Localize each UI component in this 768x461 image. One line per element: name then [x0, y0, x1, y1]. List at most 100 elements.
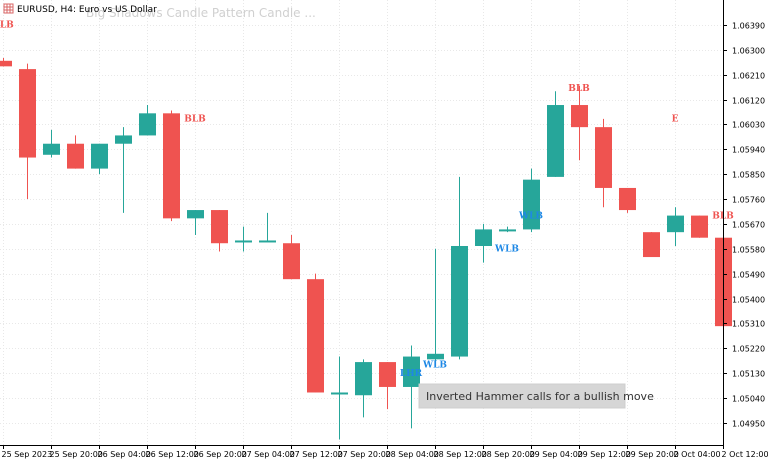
pattern-tooltip: Inverted Hammer calls for a bullish move: [418, 383, 654, 409]
bearish-candle: [211, 210, 228, 252]
price-tick-label: 1.05670: [732, 221, 765, 230]
bullish-candle: [403, 345, 420, 429]
candle-body: [19, 69, 36, 158]
price-tick-label: 1.05400: [732, 296, 765, 305]
price-tick-label: 1.06030: [732, 121, 765, 130]
time-tick-label: 2 Oct 12:00: [722, 450, 768, 459]
pattern-label: WLB: [422, 361, 447, 371]
bearish-candle: [0, 58, 12, 67]
price-tick-label: 1.05760: [732, 196, 765, 205]
time-tick-label: 26 Sep 12:00: [146, 450, 199, 459]
bearish-candle: [595, 118, 612, 208]
candle-body: [235, 240, 252, 243]
time-tick-label: 29 Sep 04:00: [530, 450, 583, 459]
time-tick-label: 27 Sep 12:00: [290, 450, 343, 459]
time-tick-label: 27 Sep 20:00: [338, 450, 391, 459]
bullish-candle: [115, 127, 132, 213]
time-tick-label: 28 Sep 20:00: [482, 450, 535, 459]
price-tick-label: 1.06210: [732, 72, 765, 81]
bearish-candle: [283, 234, 300, 280]
candle-body: [115, 135, 132, 144]
price-tick-label: 1.06390: [732, 22, 765, 31]
candles-layer: [0, 58, 732, 440]
pattern-label: WLB: [494, 245, 519, 255]
time-tick-label: 28 Sep 04:00: [386, 450, 439, 459]
pattern-label: WLB: [518, 211, 543, 221]
time-tick-label: 29 Sep 12:00: [578, 450, 631, 459]
tooltip-box: [418, 383, 626, 409]
bearish-candle: [163, 110, 180, 222]
pattern-label: BLB: [184, 115, 206, 125]
candle-body: [67, 143, 84, 169]
candle-body: [643, 232, 660, 258]
candle-body: [547, 105, 564, 177]
pattern-label: BLB: [568, 84, 590, 94]
candle-body: [619, 187, 636, 211]
time-tick-label: 26 Sep 20:00: [194, 450, 247, 459]
time-tick-label: 28 Sep 12:00: [434, 450, 487, 459]
candle-body: [427, 353, 444, 360]
price-tick-label: 1.06120: [732, 97, 765, 106]
candle-body: [667, 215, 684, 233]
candle-body: [355, 362, 372, 396]
bearish-candle: [379, 362, 396, 410]
candle-body: [475, 229, 492, 246]
bearish-candle: [307, 273, 324, 393]
bearish-candle: [571, 85, 588, 161]
bullish-candle: [187, 210, 204, 235]
candle-body: [403, 356, 420, 387]
bullish-candle: [523, 168, 540, 233]
bullish-candle: [43, 129, 60, 158]
candle-body: [0, 60, 12, 67]
time-tick-label: 29 Sep 20:00: [626, 450, 679, 459]
pattern-label: LHR: [400, 369, 423, 379]
time-tick-label: 2 Oct 04:00: [674, 450, 721, 459]
bullish-candle: [355, 359, 372, 418]
bullish-candle: [331, 356, 348, 440]
bullish-candle: [91, 143, 108, 175]
price-tick-label: 1.05040: [732, 395, 765, 404]
symbol-header: Big Shadows Candle Pattern Candle ... EU…: [3, 3, 316, 20]
price-axis[interactable]: 1.06390 1.06300 1.06210 1.06120 1.06030 1.059…: [723, 0, 765, 445]
candle-body: [595, 127, 612, 188]
grid-lines: [0, 0, 724, 445]
bearish-candle: [643, 232, 660, 258]
price-tick-label: 1.05130: [732, 370, 765, 379]
watermark-text: Big Shadows Candle Pattern Candle ...: [86, 6, 316, 20]
bullish-candle: [235, 226, 252, 252]
bullish-candle: [475, 223, 492, 263]
bullish-candle: [451, 176, 468, 360]
bullish-candle: [499, 226, 516, 233]
candle-body: [43, 143, 60, 155]
time-tick-label: 26 Sep 04:00: [98, 450, 151, 459]
price-tick-label: 1.06300: [732, 47, 765, 56]
bearish-candle: [619, 187, 636, 213]
candle-body: [259, 240, 276, 243]
bullish-candle: [259, 212, 276, 243]
symbol-label: EURUSD, H4: Euro vs US Dollar: [17, 5, 157, 15]
pattern-label: BLB: [0, 21, 14, 31]
bullish-candle: [139, 105, 156, 136]
chart-grid-icon: [3, 3, 14, 14]
bullish-candle: [667, 207, 684, 246]
price-tick-label: 1.05940: [732, 146, 765, 155]
time-tick-label: 25 Sep 2023: [2, 450, 53, 459]
price-tick-label: 1.05850: [732, 171, 765, 180]
candle-body: [691, 215, 708, 238]
candle-body: [91, 143, 108, 169]
time-tick-label: 27 Sep 04:00: [242, 450, 295, 459]
candle-body: [307, 279, 324, 393]
candle-body: [571, 105, 588, 128]
price-tick-label: 1.05310: [732, 320, 765, 329]
time-tick-label: 25 Sep 20:00: [50, 450, 103, 459]
candle-body: [451, 245, 468, 357]
bearish-candle: [691, 215, 708, 238]
tooltip-text: Inverted Hammer calls for a bullish move: [426, 390, 654, 403]
candle-body: [331, 392, 348, 395]
candle-body: [211, 210, 228, 244]
bullish-candle: [427, 248, 444, 363]
price-tick-label: 1.05220: [732, 345, 765, 354]
